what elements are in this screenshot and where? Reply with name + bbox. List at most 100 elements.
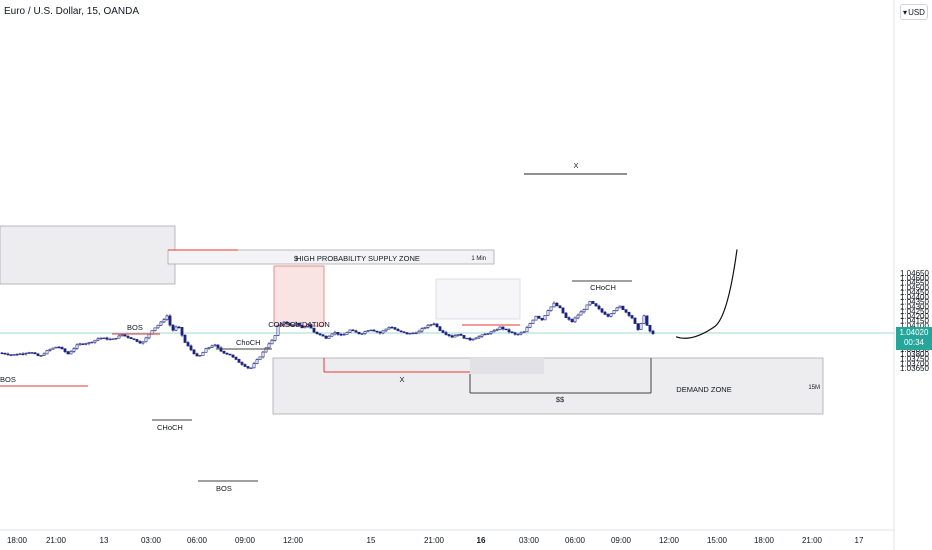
- candle-body: [366, 330, 370, 332]
- candle-body: [444, 332, 448, 335]
- candle-body: [33, 352, 37, 355]
- demand-zone-label: DEMAND ZONE: [676, 385, 731, 394]
- candle-body: [567, 317, 571, 320]
- price-tick-label: 1.04550: [900, 279, 929, 288]
- candle-body: [78, 343, 82, 346]
- candle-body: [327, 335, 331, 339]
- price-tick-label: 1.03650: [900, 364, 929, 373]
- candle-body: [174, 326, 178, 331]
- candle-body: [66, 351, 70, 355]
- candle-body: [129, 337, 133, 340]
- currency-arrow-icon: ▾: [903, 7, 908, 17]
- candle-body: [216, 344, 220, 349]
- candle-body: [633, 317, 637, 324]
- price-tick-label: 1.04300: [900, 302, 929, 311]
- candle-body: [357, 331, 361, 335]
- price-tick-label: 1.04250: [900, 307, 929, 316]
- candle-body: [294, 322, 298, 326]
- candle-body: [48, 348, 52, 351]
- candle-body: [447, 334, 451, 336]
- candle-body: [24, 352, 28, 355]
- candle-body: [321, 334, 325, 337]
- candle-body: [243, 364, 247, 367]
- candle-body: [192, 349, 196, 355]
- time-tick-label: 12:00: [283, 536, 304, 545]
- current-price-value: 1.04020: [899, 328, 929, 337]
- candle-body: [585, 304, 589, 311]
- candle-body: [528, 323, 532, 328]
- candle-body: [522, 331, 526, 334]
- bar-countdown: 00:34: [903, 338, 925, 347]
- candle-body: [525, 327, 529, 333]
- candle-body: [441, 330, 445, 333]
- dollar-label: $: [294, 254, 299, 263]
- candle-body: [390, 326, 394, 329]
- candle-body: [360, 333, 364, 335]
- demand-inner-box: [470, 358, 544, 374]
- time-tick-label: 03:00: [141, 536, 162, 545]
- candle-body: [201, 352, 205, 356]
- candle-body: [507, 329, 511, 333]
- price-tick-label: 1.03700: [900, 359, 929, 368]
- candle-body: [636, 323, 640, 330]
- candle-body: [57, 346, 61, 349]
- time-tick-label: 18:00: [7, 536, 28, 545]
- candle-body: [426, 324, 430, 328]
- candle-body: [402, 331, 406, 333]
- candle-body: [99, 337, 103, 340]
- time-tick-label: 16: [477, 536, 486, 545]
- candle-body: [285, 321, 289, 324]
- candle-body: [72, 348, 76, 352]
- currency-selector[interactable]: ▾ USD: [900, 4, 928, 20]
- candle-body: [552, 302, 556, 308]
- candle-body: [369, 329, 373, 332]
- candle-body: [180, 326, 184, 336]
- candle-body: [309, 324, 313, 329]
- candle-body: [159, 321, 163, 326]
- candle-body: [204, 348, 208, 353]
- time-tick-label: 09:00: [611, 536, 632, 545]
- candle-body: [411, 332, 415, 335]
- bos-left-label: BOS: [0, 375, 16, 384]
- candle-body: [519, 332, 523, 335]
- candle-body: [123, 334, 127, 337]
- price-tick-label: 1.04500: [900, 283, 929, 292]
- supply-zone-box: [167, 249, 495, 265]
- candle-body: [255, 359, 259, 364]
- candle-body: [96, 338, 100, 341]
- upper-supply-box: [0, 225, 176, 285]
- small-range-box: [435, 278, 521, 320]
- candle-body: [396, 329, 400, 332]
- candle-body: [225, 352, 229, 355]
- candle-body: [378, 331, 382, 334]
- candle-body: [477, 336, 481, 339]
- supply-tf-label: 1 Min: [471, 256, 486, 262]
- candle-body: [90, 341, 94, 344]
- candle-body: [618, 305, 622, 309]
- candle-body: [54, 346, 58, 349]
- candle-body: [348, 329, 352, 333]
- candle-body: [15, 354, 19, 356]
- price-tick-label: 1.04150: [900, 317, 929, 326]
- candle-body: [501, 326, 505, 330]
- candle-body: [141, 341, 145, 344]
- candle-body: [69, 351, 73, 355]
- time-tick-label: 03:00: [519, 536, 540, 545]
- price-tick-label: 1.04100: [900, 321, 929, 330]
- candle-body: [228, 353, 232, 356]
- time-tick-label: 15: [367, 536, 376, 545]
- candle-body: [258, 356, 262, 361]
- candle-body: [432, 323, 436, 325]
- candle-body: [303, 326, 307, 329]
- candle-body: [375, 330, 379, 333]
- price-tick-label: 1.04650: [900, 269, 929, 278]
- candle-body: [639, 323, 643, 330]
- candle-body: [210, 345, 214, 348]
- candle-body: [546, 310, 550, 316]
- candle-body: [591, 301, 595, 304]
- candle-body: [87, 342, 91, 344]
- candle-body: [573, 317, 577, 323]
- candle-body: [249, 367, 253, 369]
